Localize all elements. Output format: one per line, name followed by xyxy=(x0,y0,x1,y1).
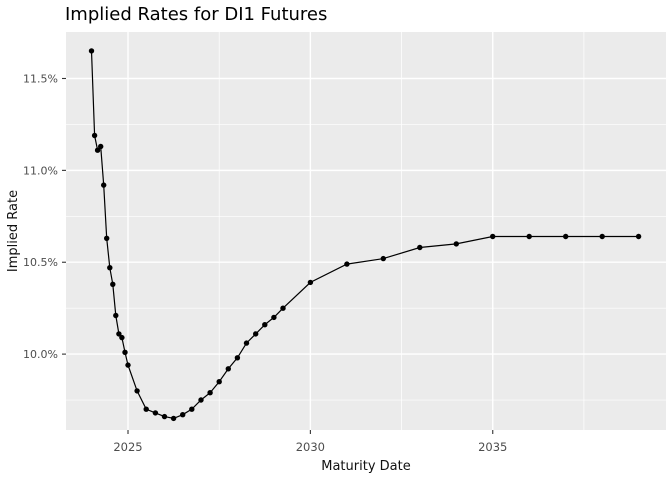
y-axis-title: Implied Rate xyxy=(6,190,21,272)
data-point xyxy=(116,331,122,337)
data-point xyxy=(152,410,159,416)
data-point xyxy=(88,48,95,54)
data-point xyxy=(170,415,177,422)
data-point xyxy=(161,413,168,420)
data-point xyxy=(490,233,496,240)
data-point xyxy=(216,379,222,385)
data-point xyxy=(417,244,423,251)
data-point xyxy=(122,349,128,355)
data-point xyxy=(134,388,140,394)
data-point xyxy=(119,334,125,341)
y-tick-label: 11.5% xyxy=(23,72,58,85)
data-point xyxy=(453,241,459,247)
data-point xyxy=(98,143,104,150)
data-point xyxy=(180,412,186,418)
data-point xyxy=(563,233,569,240)
x-tick-label: 2035 xyxy=(478,440,507,454)
data-point xyxy=(243,340,250,346)
data-point xyxy=(271,314,277,321)
y-tick-label: 11.0% xyxy=(23,164,58,177)
data-point xyxy=(107,265,113,271)
data-point xyxy=(635,233,642,240)
data-point xyxy=(143,406,149,412)
data-point xyxy=(234,355,241,361)
x-axis-title: Maturity Date xyxy=(321,459,410,474)
data-point xyxy=(101,182,107,188)
data-point xyxy=(94,147,101,153)
data-point xyxy=(380,255,386,262)
data-point xyxy=(262,322,268,328)
data-point xyxy=(253,331,259,337)
x-tick-label: 2030 xyxy=(296,440,325,454)
data-point xyxy=(207,390,213,396)
data-point xyxy=(280,305,286,311)
x-tick-label: 2025 xyxy=(113,440,142,454)
y-tick-label: 10.0% xyxy=(23,348,58,361)
data-point xyxy=(307,279,314,286)
rate-curve xyxy=(90,50,639,420)
data-point xyxy=(198,397,204,403)
plot-panel xyxy=(66,32,666,430)
data-point xyxy=(189,406,195,412)
data-point xyxy=(599,233,605,240)
data-point xyxy=(225,366,231,372)
y-tick-label: 10.5% xyxy=(23,256,58,269)
data-point xyxy=(113,312,119,319)
data-point xyxy=(344,261,350,267)
data-point xyxy=(125,362,131,368)
data-point xyxy=(91,132,98,139)
data-point xyxy=(110,281,116,287)
data-point xyxy=(104,235,110,241)
chart-title: Implied Rates for DI1 Futures xyxy=(65,4,328,25)
data-point xyxy=(526,233,532,240)
